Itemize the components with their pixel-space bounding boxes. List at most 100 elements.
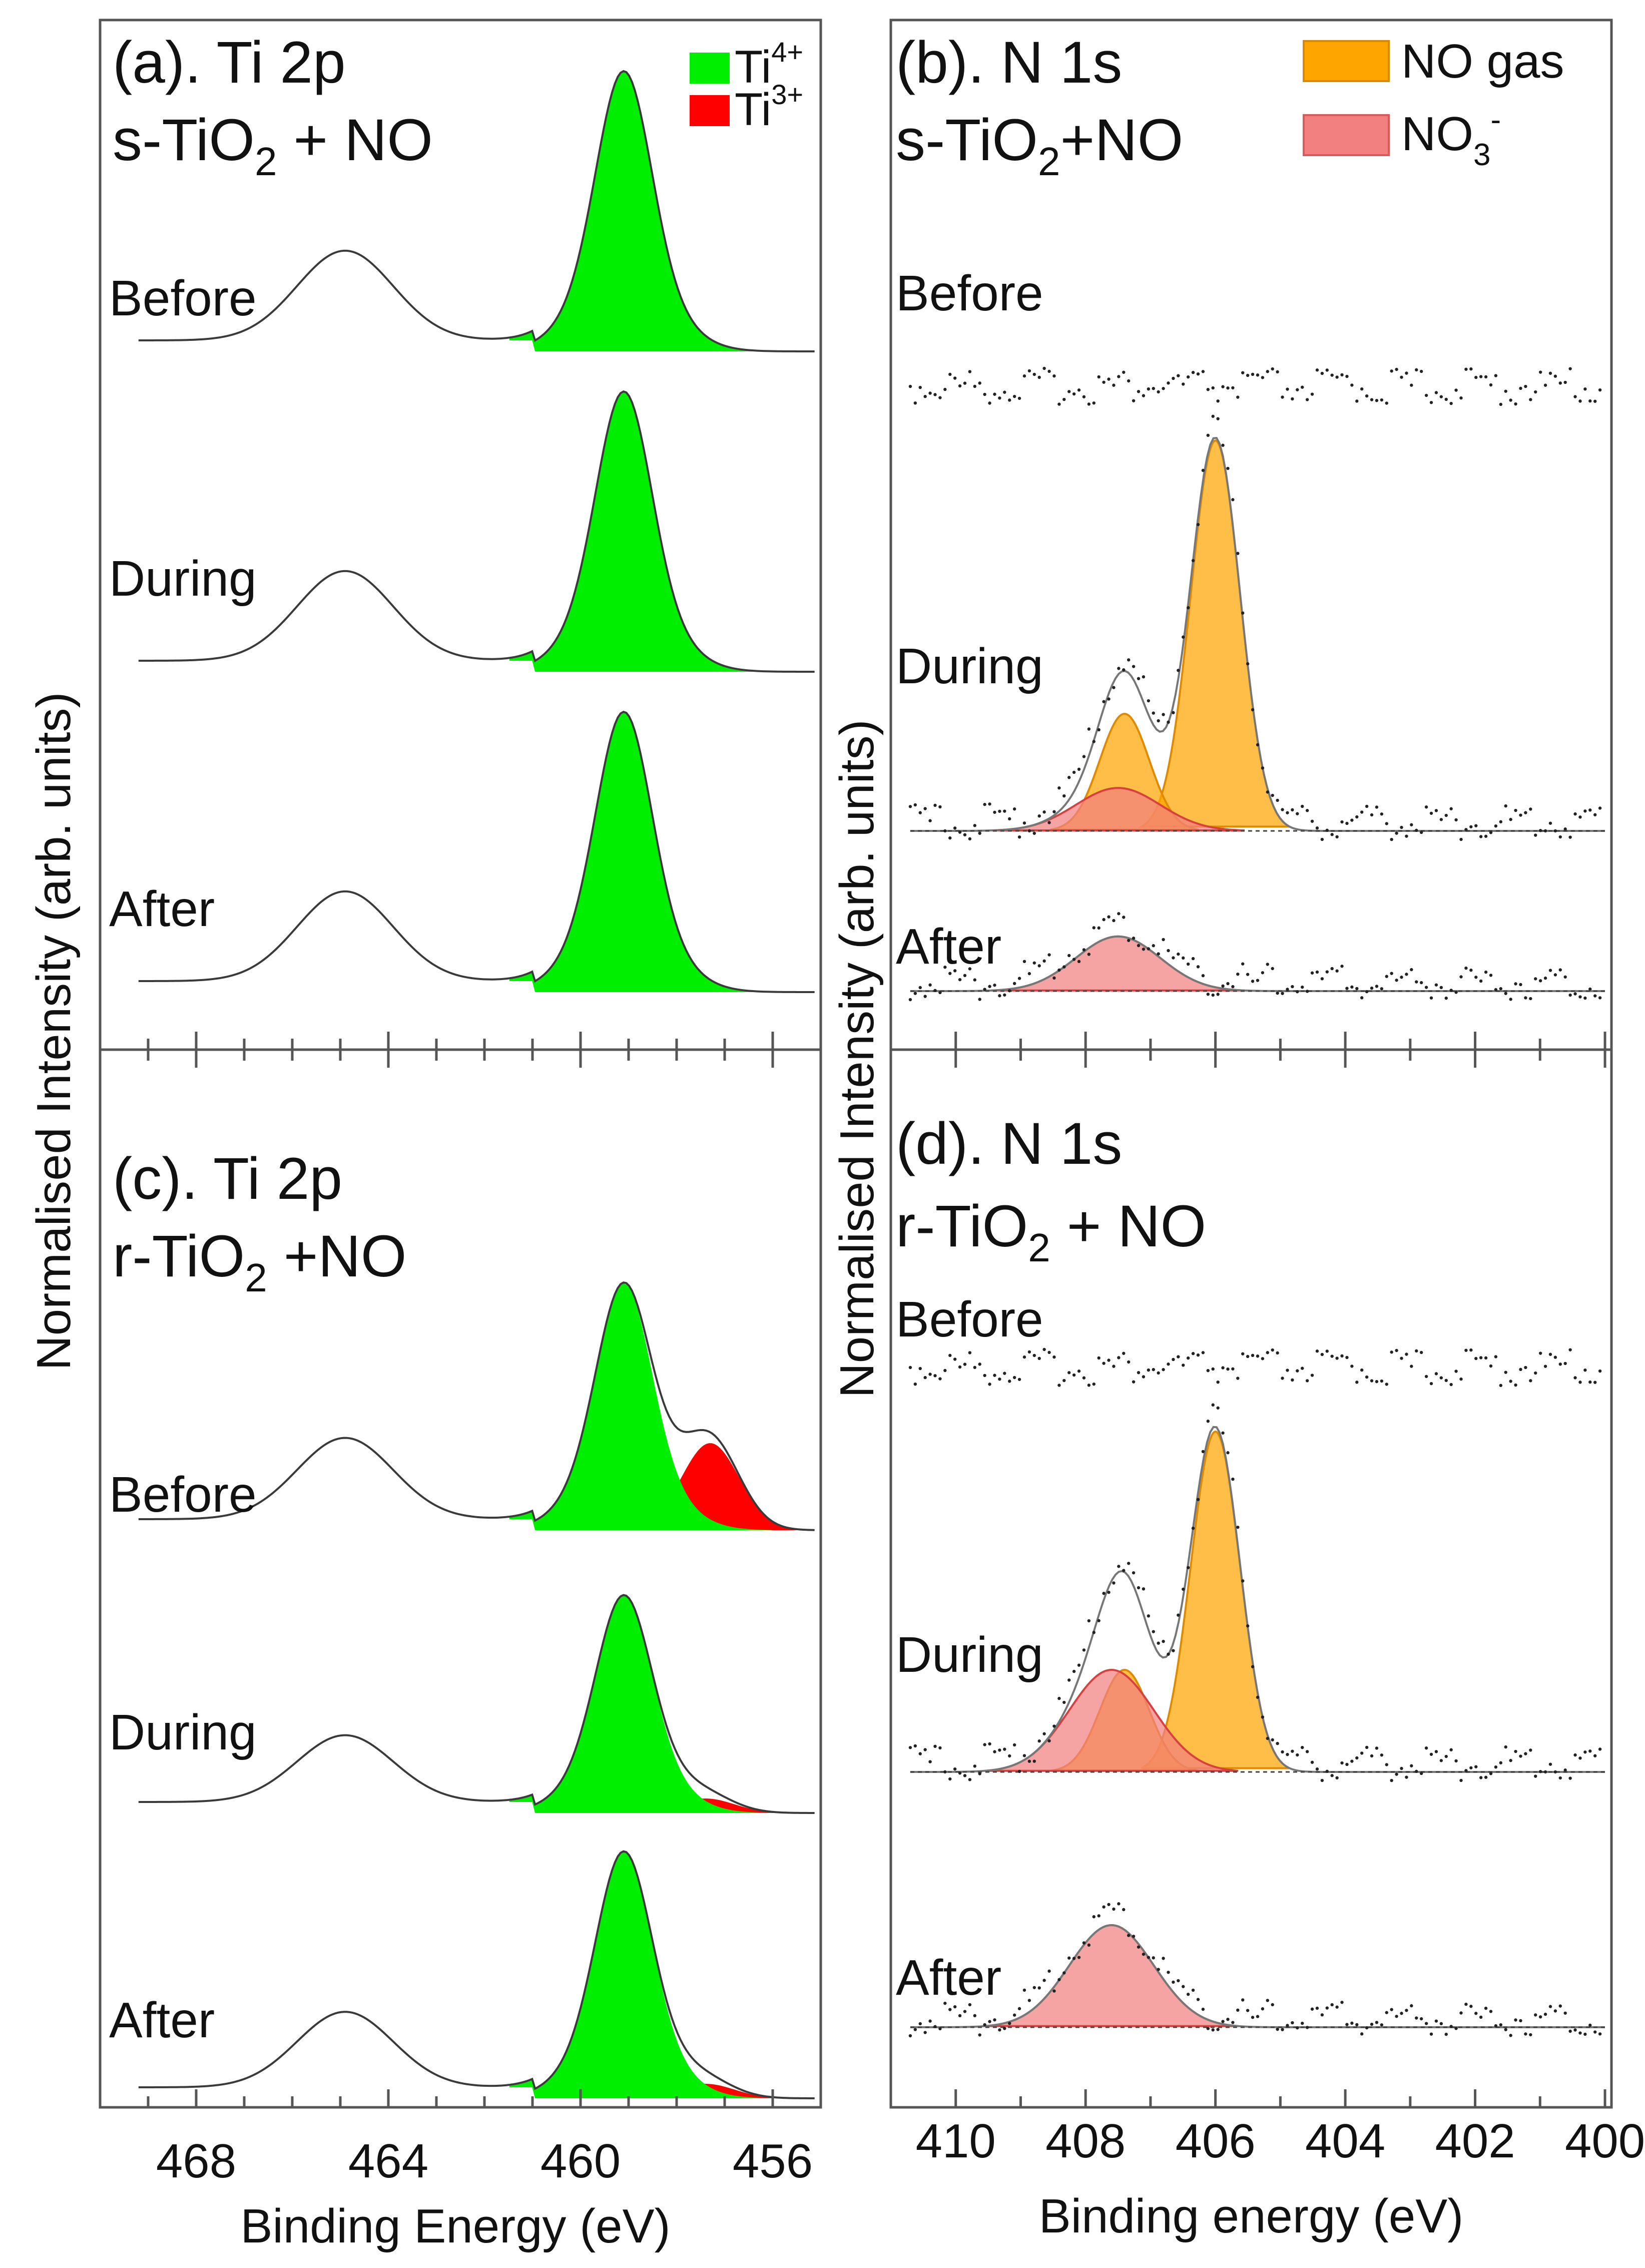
data-point (1405, 1775, 1408, 1779)
data-point (1281, 992, 1284, 995)
data-point (1072, 392, 1076, 396)
data-point (1057, 968, 1061, 972)
data-point (1558, 835, 1562, 839)
data-point (1410, 968, 1413, 972)
data-point (1578, 995, 1582, 999)
data-point (1022, 1355, 1026, 1359)
data-point (913, 1382, 917, 1386)
data-point (1563, 380, 1567, 384)
series-label-after: After (896, 919, 1001, 975)
data-point (1370, 2022, 1374, 2026)
data-point (1127, 1360, 1131, 1364)
data-point (1286, 1752, 1289, 1756)
data-point (1538, 1769, 1542, 1773)
data-point (1459, 1377, 1463, 1381)
data-point (1157, 1641, 1160, 1645)
data-point (1469, 825, 1473, 828)
data-point (1385, 975, 1388, 978)
data-point (1444, 2032, 1448, 2036)
data-point (1117, 1902, 1121, 1906)
data-point (1017, 1769, 1021, 1773)
data-point (1231, 498, 1235, 502)
data-point (1132, 1571, 1136, 1575)
panel-b-sample: s-TiO2+NO (896, 107, 1183, 184)
data-point (1499, 2023, 1503, 2027)
data-point (1162, 1639, 1165, 1643)
data-point (1276, 798, 1279, 802)
data-point (1226, 1451, 1230, 1455)
data-point (1037, 375, 1041, 379)
series-label-during: During (896, 1627, 1043, 1683)
data-point (1415, 980, 1418, 984)
data-point (1042, 1347, 1046, 1351)
series-label-before: Before (896, 1291, 1043, 1347)
data-point (1310, 819, 1314, 823)
data-point (1196, 1498, 1200, 1501)
data-point (1509, 1380, 1512, 1383)
x-axis-ticks-left: 468 464 460 456 (99, 1032, 822, 2188)
data-point (1266, 370, 1270, 373)
data-point (1191, 1526, 1195, 1530)
data-point (1122, 1351, 1126, 1355)
data-point (978, 831, 981, 835)
data-point (1152, 1630, 1155, 1633)
data-point (1107, 377, 1111, 381)
data-point (1276, 2027, 1279, 2031)
data-point (1330, 1354, 1334, 1358)
data-point (1172, 956, 1175, 960)
data-point (1424, 805, 1428, 809)
data-point (1226, 982, 1230, 986)
data-point (1429, 1382, 1433, 1386)
data-point (1568, 367, 1572, 370)
data-point (1380, 812, 1384, 816)
data-point (1474, 375, 1478, 379)
data-point (933, 1744, 937, 1748)
data-point (1578, 815, 1582, 819)
data-point (1261, 1357, 1265, 1360)
data-point (1097, 1914, 1101, 1918)
data-point (1077, 388, 1081, 392)
data-point (1598, 996, 1602, 1000)
data-point (1385, 401, 1388, 405)
data-point (1226, 386, 1230, 390)
data-point (1196, 1353, 1200, 1357)
data-point (1191, 370, 1195, 374)
data-point (1405, 834, 1408, 838)
data-point (1593, 1381, 1597, 1384)
data-point (1310, 392, 1314, 396)
data-point (1395, 1772, 1398, 1776)
data-point (1380, 1379, 1384, 1383)
data-point (1162, 1368, 1165, 1372)
data-point (1246, 2009, 1250, 2012)
x-tick-label: 402 (1435, 2114, 1515, 2168)
data-point (1137, 389, 1141, 393)
data-point (1395, 979, 1398, 982)
data-point (1538, 979, 1542, 983)
data-point (1261, 971, 1265, 975)
data-point (998, 2028, 1001, 2032)
data-point (1524, 384, 1527, 388)
data-point (1360, 1751, 1364, 1755)
data-point (1017, 835, 1021, 839)
data-point (1296, 1753, 1299, 1757)
data-point (1271, 1348, 1274, 1352)
data-point (988, 1383, 991, 1386)
data-point (1162, 386, 1165, 390)
data-point (1177, 1613, 1180, 1617)
data-point (958, 1771, 962, 1775)
data-point (1122, 1569, 1126, 1572)
data-point (993, 1750, 996, 1753)
ti4-component (509, 1595, 772, 1813)
series-label-before: Before (896, 265, 1043, 321)
data-point (1429, 1752, 1433, 1756)
data-point (1543, 2012, 1547, 2016)
data-point (1558, 381, 1562, 385)
data-point (1588, 1380, 1592, 1384)
data-point (1509, 398, 1512, 402)
data-point (1524, 996, 1527, 1000)
data-point (1042, 366, 1046, 370)
data-point (1251, 2016, 1255, 2019)
data-point (1186, 606, 1190, 610)
data-point (1296, 990, 1299, 994)
